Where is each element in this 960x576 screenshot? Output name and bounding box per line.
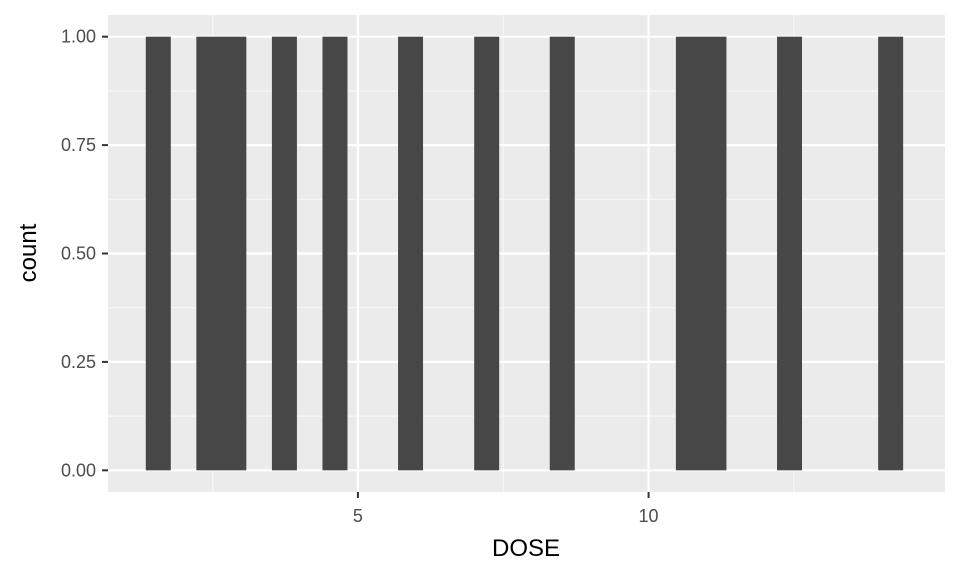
y-tick-label: 0.00: [61, 460, 96, 480]
histogram-bar: [322, 36, 348, 471]
x-tick-label: 5: [353, 506, 363, 526]
histogram-bar: [398, 36, 424, 471]
y-axis-title: count: [15, 223, 42, 282]
histogram-bars: [145, 36, 904, 471]
histogram-bar: [474, 36, 500, 471]
y-tick-label: 1.00: [61, 27, 96, 47]
y-tick-label: 0.25: [61, 352, 96, 372]
histogram-bar: [196, 36, 247, 471]
major-gridlines: [108, 15, 945, 492]
histogram-bar: [878, 36, 904, 471]
x-axis-title: DOSE: [492, 535, 560, 562]
histogram-bar: [777, 36, 803, 471]
histogram-bar: [271, 36, 297, 471]
y-tick-label: 0.50: [61, 244, 96, 264]
x-tick-label: 10: [639, 506, 659, 526]
y-axis: 0.00 0.25 0.50 0.75 1.00: [61, 27, 108, 480]
x-axis: 5 10: [353, 492, 659, 526]
histogram-bar: [549, 36, 575, 471]
y-tick-label: 0.75: [61, 135, 96, 155]
histogram-bar: [675, 36, 727, 471]
histogram-bar: [145, 36, 171, 471]
